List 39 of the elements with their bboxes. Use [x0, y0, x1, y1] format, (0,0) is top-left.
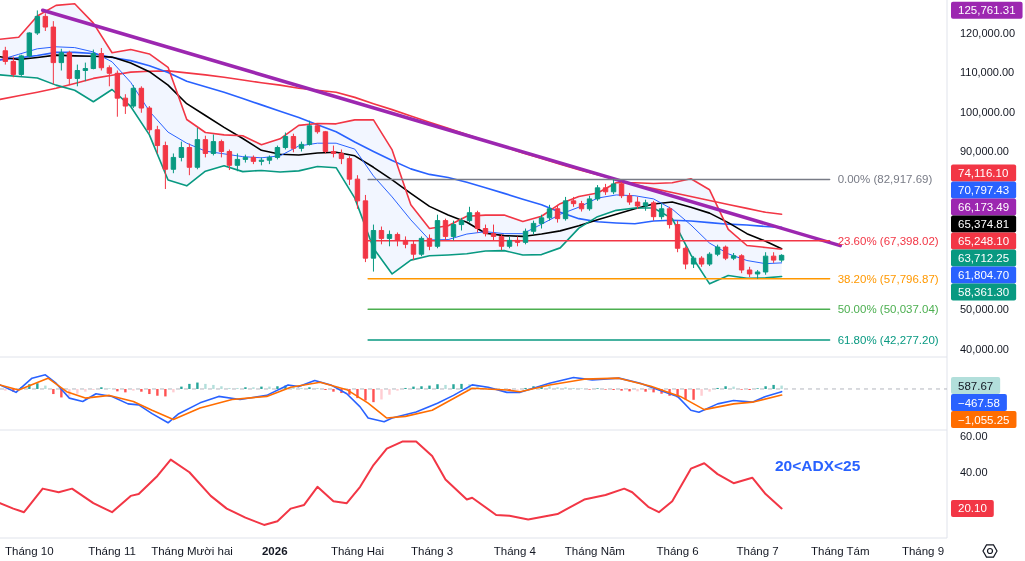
- series-label: 0.00% (82,917.69): [837, 173, 933, 186]
- x-tick-label: Tháng 6: [656, 545, 699, 558]
- annotation: 20<ADX<25: [775, 457, 861, 475]
- x-tick-label: Tháng 7: [736, 545, 779, 558]
- x-tick-label: Tháng Tám: [810, 545, 870, 558]
- text: 61,804.70: [958, 269, 1010, 282]
- y-tick-label: 90,000.00: [960, 145, 1009, 158]
- x-tick-label: Tháng Mười hai: [151, 545, 233, 558]
- text: −1,055.25: [958, 413, 1010, 426]
- x-tick-label: Tháng Năm: [564, 545, 625, 558]
- y-tick-label: 40,000.00: [960, 342, 1009, 355]
- series-label: 61.80% (42,277.20): [837, 334, 939, 347]
- text: 58,361.30: [958, 286, 1010, 299]
- series-label: 50.00% (50,037.04): [837, 303, 939, 316]
- y-tick-label: 50,000.00: [960, 303, 1009, 316]
- x-tick-label: Tháng 9: [901, 545, 945, 558]
- text: 74,116.10: [958, 167, 1009, 180]
- x-tick-label: Tháng 4: [493, 545, 537, 558]
- y-tick-label: 60.00: [960, 429, 988, 442]
- x-tick-label: 2026: [261, 545, 288, 558]
- text: 66,173.49: [958, 201, 1010, 214]
- y-tick-label: 100,000.00: [960, 105, 1016, 118]
- x-tick-label: Tháng 10: [5, 545, 54, 558]
- text: 63,712.25: [958, 252, 1010, 265]
- text: 20.10: [958, 502, 987, 515]
- y-tick-label: 110,000.00: [960, 66, 1015, 79]
- y-tick-label: 120,000.00: [960, 26, 1016, 39]
- text: 65,248.10: [958, 235, 1010, 248]
- x-tick-label: Tháng Hai: [330, 545, 384, 558]
- series-label: 38.20% (57,796.87): [837, 272, 939, 285]
- text: −467.58: [958, 396, 1000, 409]
- x-tick-label: Tháng 11: [88, 545, 136, 558]
- text: 125,761.31: [958, 4, 1016, 17]
- text: 65,374.81: [958, 218, 1010, 231]
- text: 587.67: [958, 379, 994, 392]
- series-label: 23.60% (67,398.02): [837, 234, 939, 247]
- y-tick-label: 40.00: [960, 466, 988, 479]
- x-tick-label: Tháng 3: [411, 545, 454, 558]
- text: 70,797.43: [958, 184, 1010, 197]
